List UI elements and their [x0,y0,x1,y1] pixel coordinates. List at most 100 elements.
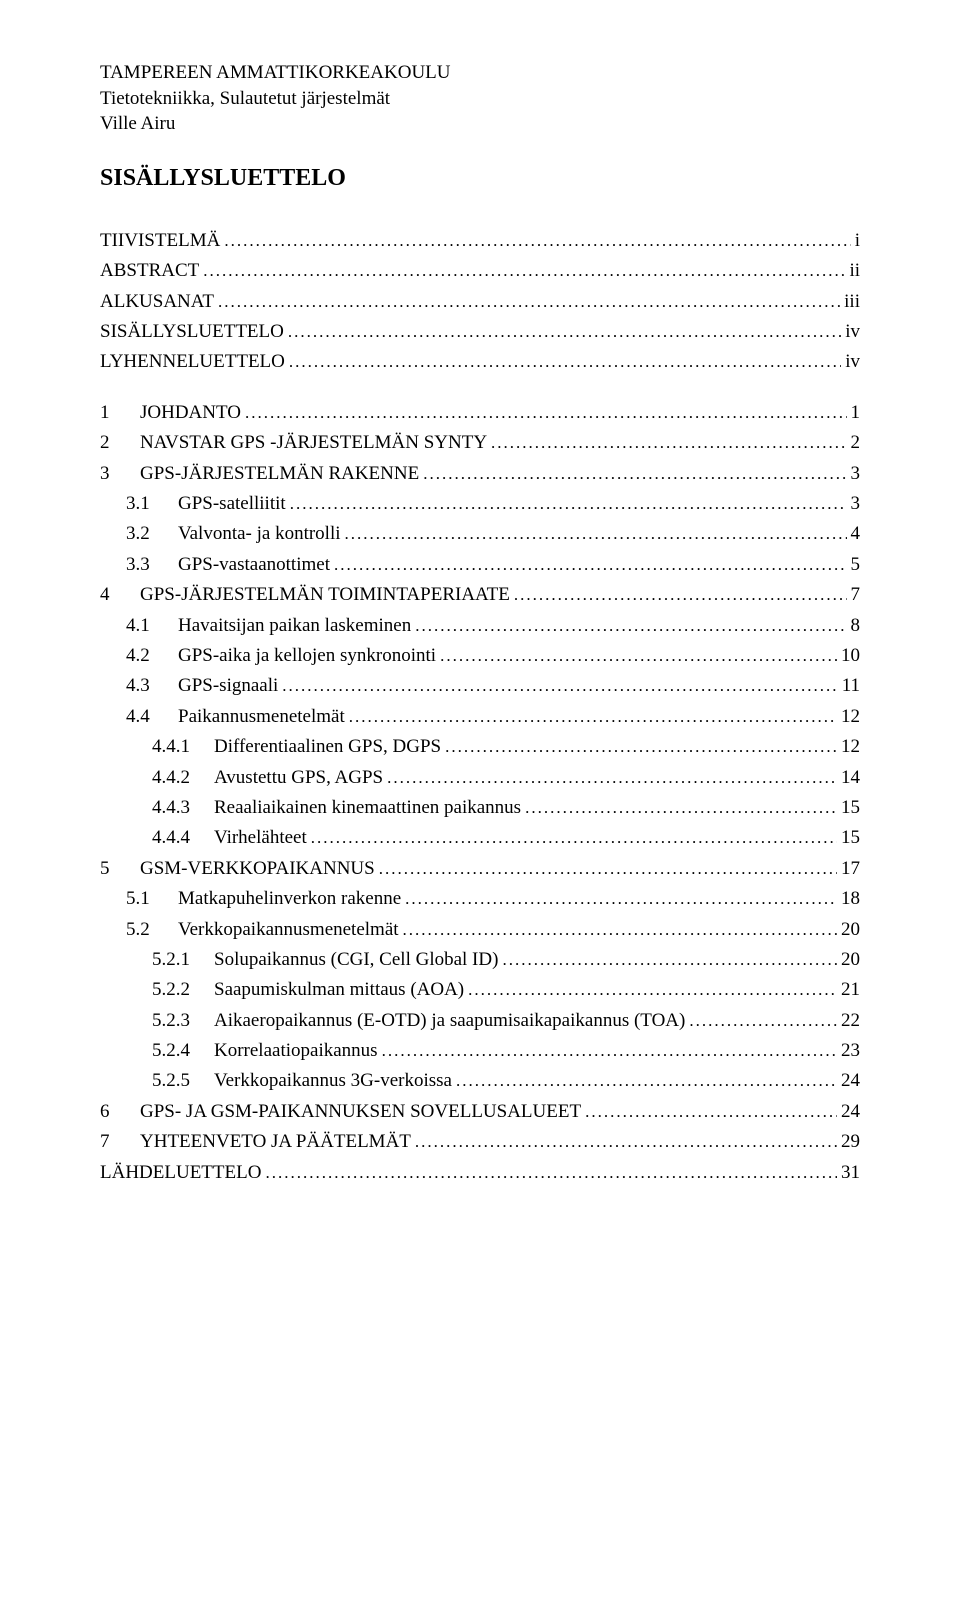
toc-entry-label: 5.2.2Saapumiskulman mittaus (AOA) [152,975,464,1005]
toc-entry-number: 5.2.2 [152,975,214,1005]
toc-entry: LYHENNELUETTELO iv [100,347,860,377]
toc-entry: 3GPS-JÄRJESTELMÄN RAKENNE 3 [100,459,860,489]
toc-entry: 5.2Verkkopaikannusmenetelmät 20 [100,915,860,945]
toc-leader-dots [289,347,841,377]
toc-entry-label: LÄHDELUETTELO [100,1158,261,1188]
toc-entry: 4GPS-JÄRJESTELMÄN TOIMINTAPERIAATE 7 [100,580,860,610]
toc-entry-label: 4.4.2Avustettu GPS, AGPS [152,763,383,793]
toc-leader-dots [514,580,847,610]
toc-leader-dots [405,884,837,914]
toc-entry-label: 7YHTEENVETO JA PÄÄTELMÄT [100,1127,411,1157]
toc-entry: 4.3GPS-signaali 11 [100,671,860,701]
toc-entry: 6GPS- JA GSM-PAIKANNUKSEN SOVELLUSALUEET… [100,1097,860,1127]
toc-entry-text: GPS- JA GSM-PAIKANNUKSEN SOVELLUSALUEET [140,1101,581,1122]
toc-entry-page: 29 [841,1127,860,1157]
toc-entry-label: 5.1Matkapuhelinverkon rakenne [126,884,401,914]
toc-entry-page: 8 [851,611,861,641]
toc-leader-dots [502,945,837,975]
toc-entry-text: GPS-satelliitit [178,493,286,514]
toc-entry-label: 4.1Havaitsijan paikan laskeminen [126,611,411,641]
toc-leader-dots [334,550,847,580]
toc-entry: 5.1Matkapuhelinverkon rakenne 18 [100,884,860,914]
toc-entry-number: 5.2.1 [152,945,214,975]
toc-entry-page: 24 [841,1066,860,1096]
toc-entry: 5.2.1Solupaikannus (CGI, Cell Global ID)… [100,945,860,975]
toc-leader-dots [525,793,837,823]
toc-entry: TIIVISTELMÄ i [100,226,860,256]
toc-leader-dots [379,854,837,884]
toc-entry-page: 23 [841,1036,860,1066]
toc-entry-number: 4.4.1 [152,732,214,762]
toc-entry-page: 7 [851,580,861,610]
toc-entry: 4.4.1Differentiaalinen GPS, DGPS 12 [100,732,860,762]
toc-entry-number: 3.2 [126,519,178,549]
toc-entry-number: 3.1 [126,489,178,519]
toc-entry: SISÄLLYSLUETTELO iv [100,317,860,347]
toc-leader-dots [456,1066,837,1096]
toc-entry: 5.2.5Verkkopaikannus 3G-verkoissa 24 [100,1066,860,1096]
toc-entry-label: 2NAVSTAR GPS -JÄRJESTELMÄN SYNTY [100,428,487,458]
toc-entry-label: 3.1GPS-satelliitit [126,489,286,519]
toc-entry-label: 1JOHDANTO [100,398,241,428]
toc-entry-number: 4.4 [126,702,178,732]
toc-entry-page: 10 [841,641,860,671]
toc-entry-label: ALKUSANAT [100,287,214,317]
toc-leader-dots [224,226,850,256]
institution-name: TAMPEREEN AMMATTIKORKEAKOULU [100,60,860,86]
toc-entry-number: 4.4.3 [152,793,214,823]
toc-leader-dots [403,915,837,945]
toc-entry-text: Verkkopaikannus 3G-verkoissa [214,1070,452,1091]
toc-entry-page: 24 [841,1097,860,1127]
toc-entry-text: Korrelaatiopaikannus [214,1040,378,1061]
toc-entry: 5.2.2Saapumiskulman mittaus (AOA) 21 [100,975,860,1005]
toc-entry-label: ABSTRACT [100,256,199,286]
toc-entry: 4.2GPS-aika ja kellojen synkronointi 10 [100,641,860,671]
toc-entry: 3.1GPS-satelliitit 3 [100,489,860,519]
toc-entry-label: 4.4.1Differentiaalinen GPS, DGPS [152,732,441,762]
toc-leader-dots [345,519,847,549]
toc-entry-page: 20 [841,915,860,945]
toc-entry-label: 5.2Verkkopaikannusmenetelmät [126,915,399,945]
toc-entry-number: 5.1 [126,884,178,914]
toc-entry-text: Reaaliaikainen kinemaattinen paikannus [214,797,521,818]
document-header: TAMPEREEN AMMATTIKORKEAKOULU Tietoteknii… [100,60,860,137]
toc-entry-text: GPS-signaali [178,675,278,696]
programme-name: Tietotekniikka, Sulautetut järjestelmät [100,86,860,112]
toc-entry-label: 5GSM-VERKKOPAIKANNUS [100,854,375,884]
toc-spacer [100,378,860,398]
toc-entry-page: 2 [851,428,861,458]
toc-entry-page: 3 [851,489,861,519]
toc-entry-label: LYHENNELUETTELO [100,347,285,377]
toc-entry-label: 5.2.3Aikaeropaikannus (E-OTD) ja saapumi… [152,1006,685,1036]
toc-entry-number: 4.2 [126,641,178,671]
toc-entry-page: iii [844,287,860,317]
toc-entry: 4.4Paikannusmenetelmät 12 [100,702,860,732]
toc-entry: 5.2.3Aikaeropaikannus (E-OTD) ja saapumi… [100,1006,860,1036]
toc-entry-label: 3GPS-JÄRJESTELMÄN RAKENNE [100,459,419,489]
toc-entry: LÄHDELUETTELO 31 [100,1158,860,1188]
toc-entry-page: 11 [842,671,860,701]
toc-entry-label: 5.2.4Korrelaatiopaikannus [152,1036,378,1066]
toc-entry: 4.1Havaitsijan paikan laskeminen 8 [100,611,860,641]
toc-entry-page: 12 [841,732,860,762]
toc-entry-number: 1 [100,398,140,428]
toc-entry-page: 17 [841,854,860,884]
toc-entry-page: 4 [851,519,861,549]
toc-entry-text: GPS-JÄRJESTELMÄN TOIMINTAPERIAATE [140,584,510,605]
toc-entry-number: 5.2 [126,915,178,945]
toc-entry-label: 4.4.3Reaaliaikainen kinemaattinen paikan… [152,793,521,823]
toc-entry-text: GPS-JÄRJESTELMÄN RAKENNE [140,463,419,484]
toc-entry-number: 4.4.4 [152,823,214,853]
toc-leader-dots [245,398,847,428]
toc-entry-page: 31 [841,1158,860,1188]
toc-entry-label: 5.2.5Verkkopaikannus 3G-verkoissa [152,1066,452,1096]
toc-leader-dots [203,256,845,286]
toc-entry-label: 4GPS-JÄRJESTELMÄN TOIMINTAPERIAATE [100,580,510,610]
toc-entry-page: 15 [841,793,860,823]
toc-entry-page: 20 [841,945,860,975]
toc-entry: 4.4.3Reaaliaikainen kinemaattinen paikan… [100,793,860,823]
toc-leader-dots [349,702,837,732]
toc-entry-page: 14 [841,763,860,793]
toc-entry-label: 5.2.1Solupaikannus (CGI, Cell Global ID) [152,945,498,975]
toc-entry-number: 7 [100,1127,140,1157]
